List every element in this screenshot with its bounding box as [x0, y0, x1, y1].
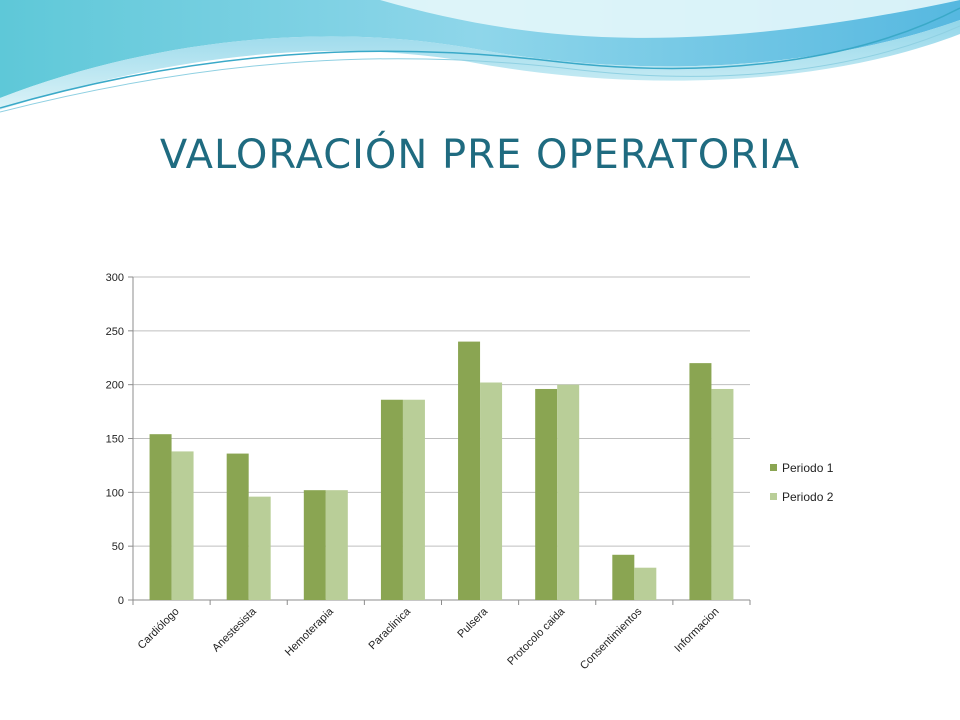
header-wave-banner — [0, 0, 960, 113]
bar-periodo-2 — [480, 382, 503, 600]
x-category-label: Cardiólogo — [136, 606, 182, 652]
x-category-label: Pulsera — [455, 605, 490, 640]
y-tick-label: 0 — [118, 595, 124, 607]
bar-chart-canvas: 0 50 100 150 200 250 300 Cardiólogo Anestesista H… — [106, 272, 834, 672]
y-tick-label: 250 — [106, 326, 124, 338]
y-tick-label: 100 — [106, 487, 124, 499]
bar-periodo-2 — [634, 567, 657, 600]
legend-label: Periodo 1 — [782, 461, 834, 475]
bar-periodo-2 — [325, 490, 348, 600]
x-category-label: Consentimientos — [578, 605, 645, 672]
bar-periodo-1 — [380, 399, 403, 600]
y-tick-label: 200 — [106, 380, 124, 392]
bar-periodo-1 — [689, 363, 712, 600]
bar-periodo-1 — [149, 434, 172, 600]
bar-chart: 0 50 100 150 200 250 300 Cardiólogo Anestesista H… — [98, 268, 835, 684]
bar-periodo-2 — [711, 388, 734, 600]
legend-swatch — [770, 493, 777, 500]
y-tick-label: 150 — [106, 434, 124, 446]
bar-periodo-2 — [248, 496, 271, 600]
bar-periodo-1 — [458, 341, 481, 600]
bar-periodo-1 — [303, 490, 326, 600]
x-category-label: Protocolo caida — [505, 605, 568, 668]
x-category-label: Informacion — [672, 606, 721, 655]
x-category-label: Anestesista — [210, 605, 259, 654]
x-category-label: Paraclinica — [367, 605, 414, 652]
bar-periodo-2 — [171, 451, 194, 600]
slide-title: VALORACIÓN PRE OPERATORIA — [159, 132, 801, 178]
bar-periodo-1 — [226, 453, 249, 600]
y-tick-label: 50 — [112, 541, 124, 553]
legend-label: Periodo 2 — [782, 490, 834, 504]
bar-periodo-2 — [402, 399, 425, 600]
bar-periodo-2 — [557, 384, 580, 600]
x-category-label: Hemoterapia — [283, 605, 337, 659]
bar-periodo-1 — [612, 554, 635, 600]
y-tick-label: 300 — [106, 272, 124, 284]
legend-swatch — [770, 464, 777, 471]
bar-periodo-1 — [535, 388, 558, 600]
